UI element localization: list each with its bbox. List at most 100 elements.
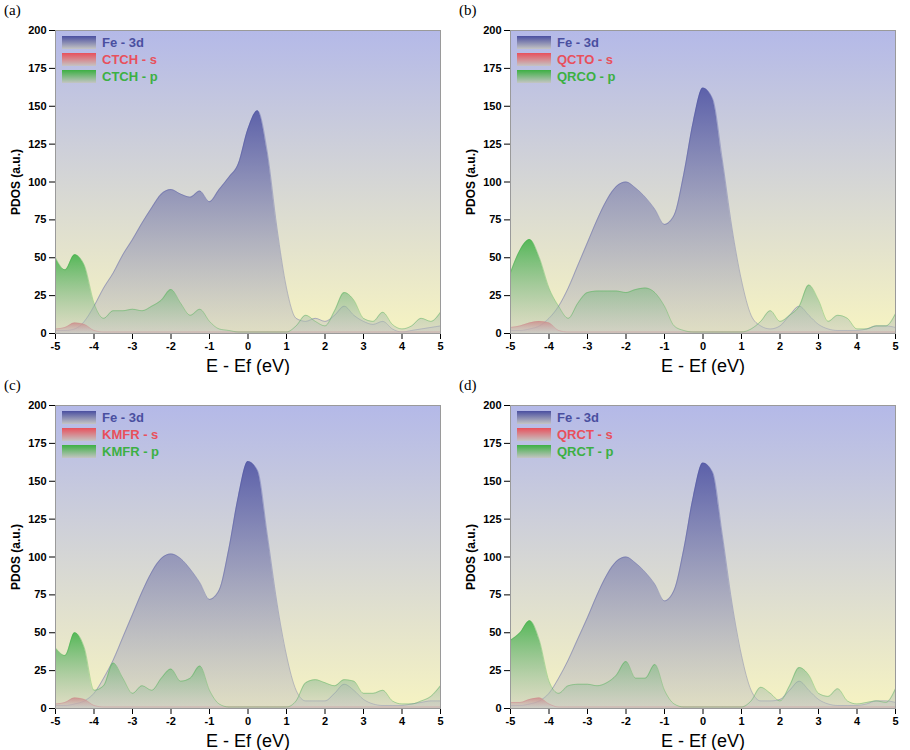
svg-text:2: 2 xyxy=(777,340,783,352)
svg-text:PDOS (a.u.): PDOS (a.u.) xyxy=(9,149,23,215)
svg-text:0: 0 xyxy=(495,327,501,339)
svg-text:-2: -2 xyxy=(621,715,631,727)
svg-text:75: 75 xyxy=(34,213,46,225)
svg-text:200: 200 xyxy=(28,24,46,36)
svg-text:-3: -3 xyxy=(128,715,138,727)
svg-text:PDOS (a.u.): PDOS (a.u.) xyxy=(464,149,478,215)
svg-text:3: 3 xyxy=(815,715,821,727)
svg-text:150: 150 xyxy=(28,100,46,112)
svg-text:-5: -5 xyxy=(506,340,516,352)
svg-text:200: 200 xyxy=(483,24,501,36)
svg-text:-1: -1 xyxy=(660,340,670,352)
html-text:(d): (d) xyxy=(459,377,477,393)
svg-text:-2: -2 xyxy=(621,340,631,352)
svg-text:4: 4 xyxy=(399,715,406,727)
svg-text:50: 50 xyxy=(34,626,46,638)
svg-text:2: 2 xyxy=(777,715,783,727)
svg-text:100: 100 xyxy=(483,551,501,563)
svg-text:75: 75 xyxy=(489,213,501,225)
svg-text:5: 5 xyxy=(437,340,443,352)
svg-text:1: 1 xyxy=(283,715,289,727)
svg-text:25: 25 xyxy=(34,289,46,301)
svg-text:200: 200 xyxy=(28,399,46,411)
svg-text:25: 25 xyxy=(489,664,501,676)
svg-text:E - Ef (eV): E - Ef (eV) xyxy=(661,731,745,750)
svg-text:175: 175 xyxy=(28,437,46,449)
html-text:Fe - 3d: Fe - 3d xyxy=(557,35,599,50)
html-text:Fe - 3d: Fe - 3d xyxy=(102,410,144,425)
svg-text:100: 100 xyxy=(483,176,501,188)
svg-text:200: 200 xyxy=(483,399,501,411)
html-text:QCTO - s: QCTO - s xyxy=(557,52,614,67)
svg-text:175: 175 xyxy=(28,62,46,74)
svg-text:PDOS (a.u.): PDOS (a.u.) xyxy=(9,524,23,590)
svg-text:75: 75 xyxy=(34,588,46,600)
svg-text:PDOS (a.u.): PDOS (a.u.) xyxy=(464,524,478,590)
svg-text:175: 175 xyxy=(483,437,501,449)
html-text:(c): (c) xyxy=(4,377,21,393)
svg-text:0: 0 xyxy=(245,715,251,727)
svg-text:-2: -2 xyxy=(166,715,176,727)
html-text:CTCH - p: CTCH - p xyxy=(102,69,158,84)
svg-text:0: 0 xyxy=(700,715,706,727)
svg-text:125: 125 xyxy=(28,513,46,525)
svg-text:1: 1 xyxy=(738,715,744,727)
svg-text:2: 2 xyxy=(322,715,328,727)
svg-text:2: 2 xyxy=(322,340,328,352)
svg-text:-3: -3 xyxy=(128,340,138,352)
html-text:KMFR - s: KMFR - s xyxy=(102,427,159,442)
svg-text:4: 4 xyxy=(854,715,861,727)
svg-text:0: 0 xyxy=(245,340,251,352)
svg-text:25: 25 xyxy=(489,289,501,301)
html-text:(a): (a) xyxy=(4,2,21,18)
svg-text:-4: -4 xyxy=(544,340,555,352)
svg-text:125: 125 xyxy=(483,513,501,525)
svg-text:3: 3 xyxy=(360,715,366,727)
svg-text:-1: -1 xyxy=(205,715,215,727)
svg-text:-5: -5 xyxy=(506,715,516,727)
svg-text:-3: -3 xyxy=(583,715,593,727)
svg-text:4: 4 xyxy=(854,340,861,352)
svg-text:E - Ef (eV): E - Ef (eV) xyxy=(206,731,290,750)
svg-text:5: 5 xyxy=(892,715,898,727)
svg-text:125: 125 xyxy=(28,138,46,150)
html-text:CTCH - s: CTCH - s xyxy=(102,52,157,67)
svg-text:0: 0 xyxy=(495,702,501,714)
svg-text:125: 125 xyxy=(483,138,501,150)
svg-text:50: 50 xyxy=(489,626,501,638)
svg-text:-4: -4 xyxy=(89,715,100,727)
svg-text:1: 1 xyxy=(283,340,289,352)
svg-text:-4: -4 xyxy=(89,340,100,352)
svg-text:-4: -4 xyxy=(544,715,555,727)
svg-text:50: 50 xyxy=(34,251,46,263)
svg-text:150: 150 xyxy=(28,475,46,487)
svg-text:5: 5 xyxy=(437,715,443,727)
svg-text:-1: -1 xyxy=(205,340,215,352)
svg-text:-5: -5 xyxy=(51,715,61,727)
svg-text:4: 4 xyxy=(399,340,406,352)
svg-text:0: 0 xyxy=(700,340,706,352)
svg-text:-1: -1 xyxy=(660,715,670,727)
svg-text:75: 75 xyxy=(489,588,501,600)
html-text:(b): (b) xyxy=(459,2,477,18)
svg-text:150: 150 xyxy=(483,100,501,112)
svg-text:0: 0 xyxy=(40,702,46,714)
svg-text:-2: -2 xyxy=(166,340,176,352)
svg-text:-5: -5 xyxy=(51,340,61,352)
html-text:Fe - 3d: Fe - 3d xyxy=(102,35,144,50)
html-text:QRCO - p: QRCO - p xyxy=(557,69,616,84)
svg-text:E - Ef (eV): E - Ef (eV) xyxy=(661,356,745,376)
svg-text:0: 0 xyxy=(40,327,46,339)
svg-text:100: 100 xyxy=(28,551,46,563)
svg-text:150: 150 xyxy=(483,475,501,487)
svg-text:100: 100 xyxy=(28,176,46,188)
svg-text:-3: -3 xyxy=(583,340,593,352)
svg-text:3: 3 xyxy=(815,340,821,352)
svg-text:25: 25 xyxy=(34,664,46,676)
svg-text:1: 1 xyxy=(738,340,744,352)
svg-text:175: 175 xyxy=(483,62,501,74)
svg-text:5: 5 xyxy=(892,340,898,352)
svg-text:50: 50 xyxy=(489,251,501,263)
svg-text:3: 3 xyxy=(360,340,366,352)
svg-text:E - Ef (eV): E - Ef (eV) xyxy=(206,356,290,376)
